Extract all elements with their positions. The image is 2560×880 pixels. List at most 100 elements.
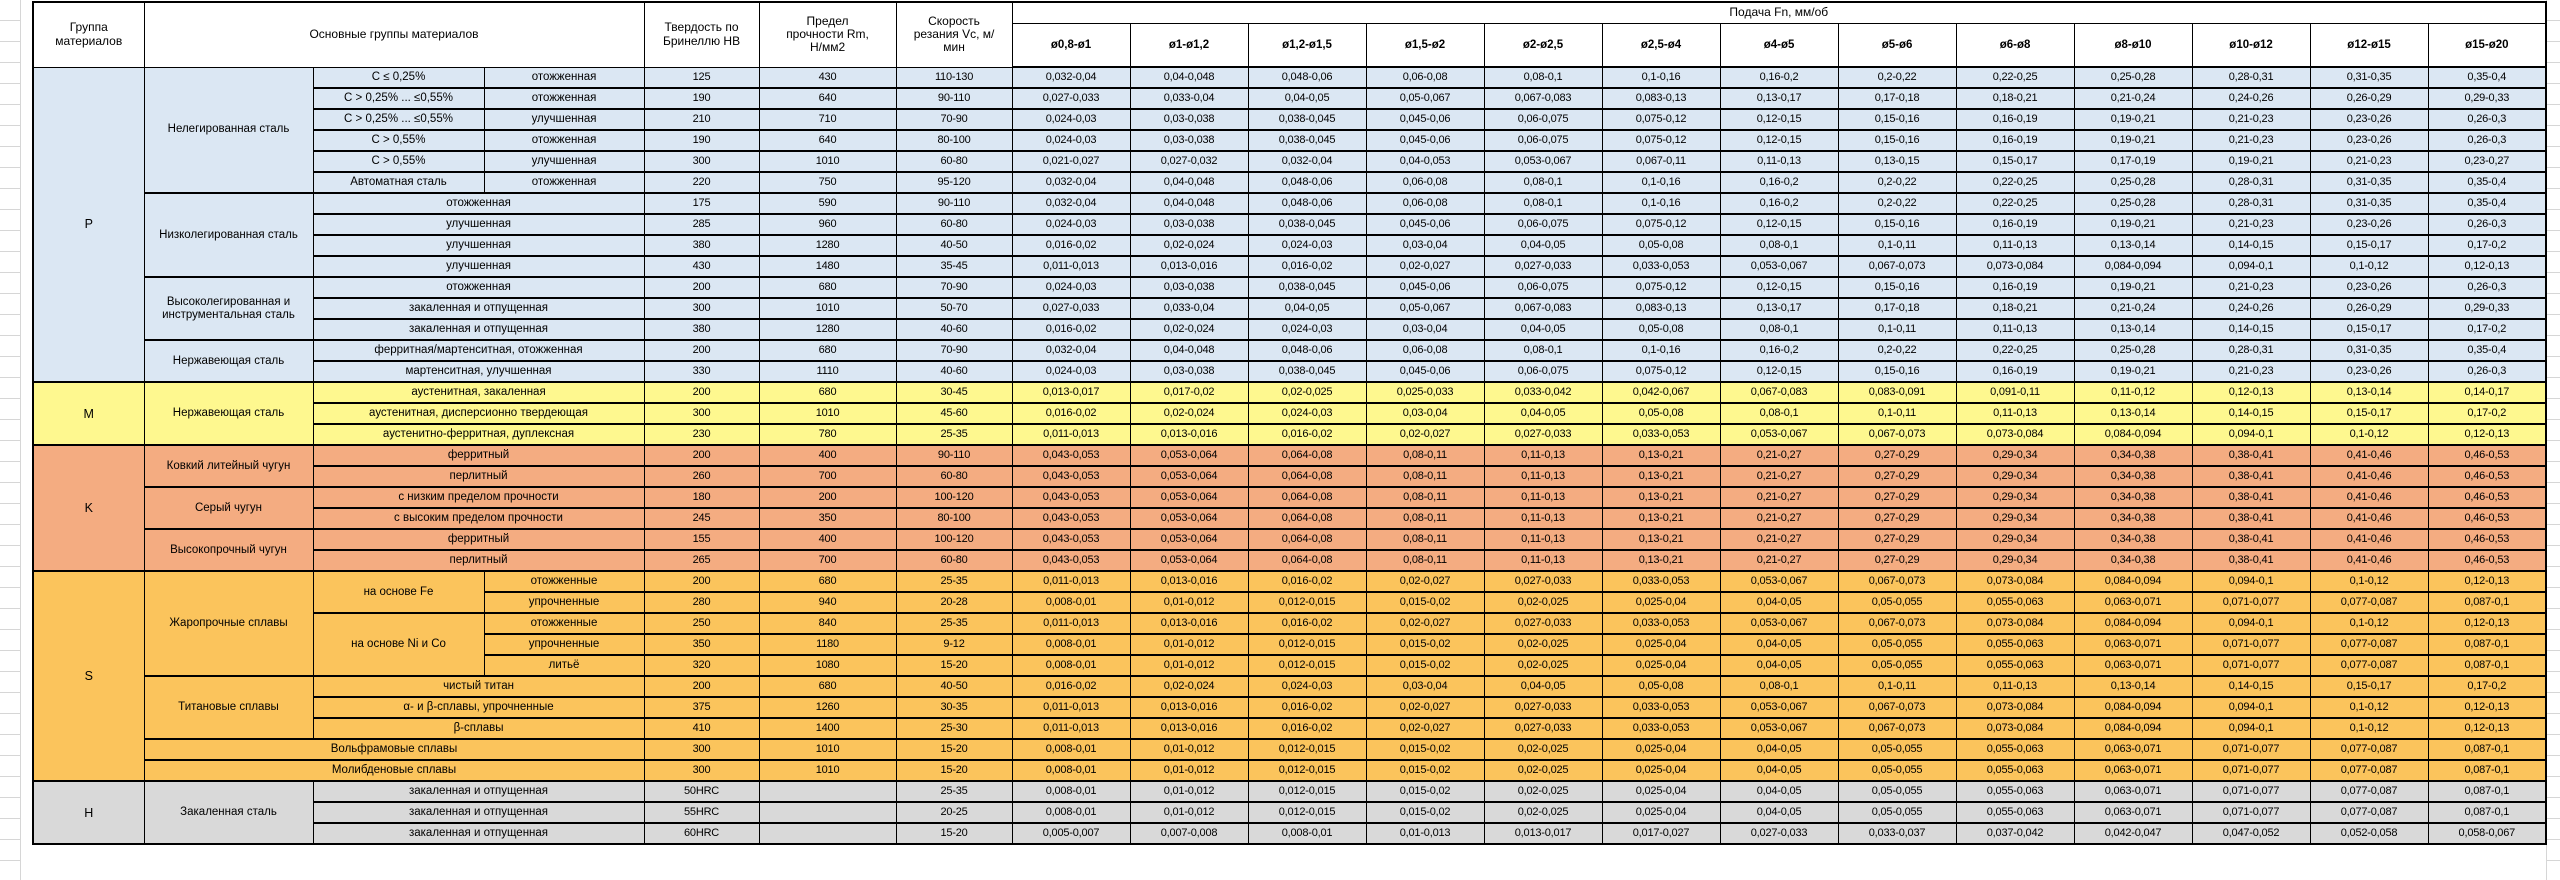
hardness-cell[interactable]: 190 xyxy=(643,87,760,110)
feed-value-cell[interactable]: 0,04-0,05 xyxy=(1483,675,1603,698)
material-group-cell[interactable]: Нержавеющая сталь xyxy=(143,339,314,383)
feed-value-cell[interactable]: 0,01-0,012 xyxy=(1129,591,1249,614)
feed-value-cell[interactable]: 0,1-0,11 xyxy=(1837,675,1957,698)
tensile-strength-cell[interactable]: 1110 xyxy=(758,360,897,383)
feed-value-cell[interactable]: 0,05-0,08 xyxy=(1601,234,1721,257)
material-subgroup-cell[interactable]: Автоматная сталь xyxy=(312,171,485,194)
feed-value-cell[interactable]: 0,31-0,35 xyxy=(2309,339,2429,362)
feed-value-cell[interactable]: 0,053-0,067 xyxy=(1719,570,1839,593)
feed-value-cell[interactable]: 0,02-0,025 xyxy=(1483,654,1603,677)
feed-value-cell[interactable]: 0,05-0,055 xyxy=(1837,801,1957,824)
tensile-strength-cell[interactable]: 940 xyxy=(758,591,897,614)
feed-value-cell[interactable]: 0,13-0,14 xyxy=(2309,381,2429,404)
feed-value-cell[interactable]: 0,05-0,067 xyxy=(1365,87,1485,110)
feed-value-cell[interactable]: 0,03-0,038 xyxy=(1129,129,1249,152)
feed-value-cell[interactable]: 0,1-0,11 xyxy=(1837,402,1957,425)
feed-value-cell[interactable]: 0,016-0,02 xyxy=(1011,675,1131,698)
cutting-speed-cell[interactable]: 25-30 xyxy=(895,717,1013,740)
feed-column-header[interactable]: ø12-ø15 xyxy=(2309,23,2429,68)
feed-value-cell[interactable]: 0,46-0,53 xyxy=(2427,507,2547,530)
feed-value-cell[interactable]: 0,21-0,23 xyxy=(2191,360,2311,383)
feed-value-cell[interactable]: 0,13-0,17 xyxy=(1719,87,1839,110)
hardness-cell[interactable]: 220 xyxy=(643,171,760,194)
hardness-cell[interactable]: 380 xyxy=(643,318,760,341)
tensile-strength-cell[interactable] xyxy=(758,780,897,803)
feed-value-cell[interactable]: 0,04-0,053 xyxy=(1365,150,1485,173)
feed-value-cell[interactable]: 0,14-0,15 xyxy=(2191,675,2311,698)
feed-value-cell[interactable]: 0,015-0,02 xyxy=(1365,738,1485,761)
tensile-strength-cell[interactable] xyxy=(758,822,897,845)
feed-value-cell[interactable]: 0,03-0,038 xyxy=(1129,108,1249,131)
material-group-cell[interactable]: Нелегированная сталь xyxy=(143,66,314,194)
feed-value-cell[interactable]: 0,1-0,16 xyxy=(1601,339,1721,362)
feed-value-cell[interactable]: 0,03-0,038 xyxy=(1129,360,1249,383)
material-condition-cell[interactable]: β-сплавы xyxy=(312,717,645,740)
feed-value-cell[interactable]: 0,14-0,15 xyxy=(2191,234,2311,257)
feed-value-cell[interactable]: 0,032-0,04 xyxy=(1011,66,1131,89)
feed-value-cell[interactable]: 0,05-0,055 xyxy=(1837,780,1957,803)
feed-column-header[interactable]: ø2-ø2,5 xyxy=(1483,23,1603,68)
feed-value-cell[interactable]: 0,024-0,03 xyxy=(1247,675,1367,698)
feed-column-header[interactable]: ø15-ø20 xyxy=(2427,23,2547,68)
feed-value-cell[interactable]: 0,027-0,033 xyxy=(1483,696,1603,719)
cutting-speed-cell[interactable]: 60-80 xyxy=(895,465,1013,488)
tensile-strength-cell[interactable]: 1010 xyxy=(758,738,897,761)
feed-value-cell[interactable]: 0,053-0,067 xyxy=(1719,423,1839,446)
feed-value-cell[interactable]: 0,13-0,17 xyxy=(1719,297,1839,320)
material-group-cell[interactable]: Ковкий литейный чугун xyxy=(143,444,314,488)
feed-value-cell[interactable]: 0,27-0,29 xyxy=(1837,444,1957,467)
tensile-strength-cell[interactable]: 1180 xyxy=(758,633,897,656)
feed-value-cell[interactable]: 0,027-0,033 xyxy=(1483,717,1603,740)
cutting-speed-cell[interactable]: 45-60 xyxy=(895,402,1013,425)
hardness-cell[interactable]: 375 xyxy=(643,696,760,719)
feed-value-cell[interactable]: 0,048-0,06 xyxy=(1247,66,1367,89)
feed-value-cell[interactable]: 0,18-0,21 xyxy=(1955,87,2075,110)
feed-value-cell[interactable]: 0,23-0,26 xyxy=(2309,360,2429,383)
material-condition-cell[interactable]: ферритная/мартенситная, отожженная xyxy=(312,339,645,362)
feed-value-cell[interactable]: 0,084-0,094 xyxy=(2073,612,2193,635)
material-group-cell[interactable]: Серый чугун xyxy=(143,486,314,530)
feed-value-cell[interactable]: 0,02-0,025 xyxy=(1483,759,1603,782)
tensile-strength-cell[interactable]: 1080 xyxy=(758,654,897,677)
feed-value-cell[interactable]: 0,016-0,02 xyxy=(1011,234,1131,257)
tensile-strength-cell[interactable]: 680 xyxy=(758,339,897,362)
feed-value-cell[interactable]: 0,02-0,027 xyxy=(1365,696,1485,719)
feed-value-cell[interactable]: 0,087-0,1 xyxy=(2427,654,2547,677)
hardness-cell[interactable]: 60HRC xyxy=(643,822,760,845)
feed-value-cell[interactable]: 0,053-0,067 xyxy=(1483,150,1603,173)
feed-value-cell[interactable]: 0,26-0,29 xyxy=(2309,297,2429,320)
feed-value-cell[interactable]: 0,067-0,073 xyxy=(1837,612,1957,635)
material-subgroup-cell[interactable]: C > 0,55% xyxy=(312,129,485,152)
feed-value-cell[interactable]: 0,024-0,03 xyxy=(1247,318,1367,341)
feed-value-cell[interactable]: 0,11-0,13 xyxy=(1719,150,1839,173)
feed-value-cell[interactable]: 0,016-0,02 xyxy=(1247,696,1367,719)
material-condition-cell[interactable]: закаленная и отпущенная xyxy=(312,297,645,320)
feed-value-cell[interactable]: 0,027-0,033 xyxy=(1011,87,1131,110)
feed-value-cell[interactable]: 0,01-0,012 xyxy=(1129,780,1249,803)
feed-column-header[interactable]: ø1,2-ø1,5 xyxy=(1247,23,1367,68)
feed-value-cell[interactable]: 0,063-0,071 xyxy=(2073,633,2193,656)
feed-value-cell[interactable]: 0,15-0,16 xyxy=(1837,360,1957,383)
cutting-speed-cell[interactable]: 70-90 xyxy=(895,276,1013,299)
tensile-strength-cell[interactable]: 710 xyxy=(758,108,897,131)
feed-value-cell[interactable]: 0,067-0,073 xyxy=(1837,717,1957,740)
feed-value-cell[interactable]: 0,13-0,21 xyxy=(1601,465,1721,488)
feed-value-cell[interactable]: 0,084-0,094 xyxy=(2073,255,2193,278)
feed-value-cell[interactable]: 0,34-0,38 xyxy=(2073,486,2193,509)
feed-value-cell[interactable]: 0,02-0,027 xyxy=(1365,423,1485,446)
feed-value-cell[interactable]: 0,063-0,071 xyxy=(2073,591,2193,614)
feed-value-cell[interactable]: 0,27-0,29 xyxy=(1837,486,1957,509)
tensile-strength-cell[interactable]: 780 xyxy=(758,423,897,446)
material-condition-cell[interactable]: аустенитная, закаленная xyxy=(312,381,645,404)
tensile-strength-cell[interactable]: 1010 xyxy=(758,759,897,782)
feed-value-cell[interactable]: 0,064-0,08 xyxy=(1247,528,1367,551)
feed-value-cell[interactable]: 0,02-0,025 xyxy=(1483,633,1603,656)
feed-value-cell[interactable]: 0,043-0,053 xyxy=(1011,486,1131,509)
feed-value-cell[interactable]: 0,2-0,22 xyxy=(1837,192,1957,215)
feed-value-cell[interactable]: 0,02-0,025 xyxy=(1483,591,1603,614)
hardness-cell[interactable]: 200 xyxy=(643,276,760,299)
feed-value-cell[interactable]: 0,13-0,14 xyxy=(2073,234,2193,257)
feed-value-cell[interactable]: 0,008-0,01 xyxy=(1011,801,1131,824)
feed-value-cell[interactable]: 0,055-0,063 xyxy=(1955,654,2075,677)
feed-value-cell[interactable]: 0,016-0,02 xyxy=(1247,717,1367,740)
